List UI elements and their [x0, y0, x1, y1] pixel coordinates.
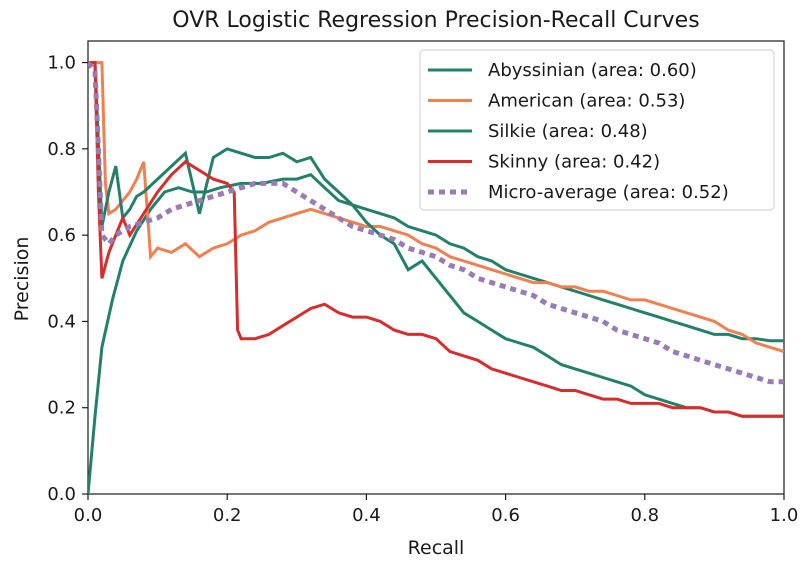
legend-items: Abyssinian (area: 0.60) American (area: 0… [428, 60, 729, 203]
plot-frame [87, 40, 785, 495]
legend-entry-label: Silkie (area: 0.48) [488, 121, 648, 142]
legend: Abyssinian (area: 0.60) American (area: 0… [419, 49, 775, 211]
x-tick-label: 0.0 [74, 505, 103, 526]
y-tick-label: 0.4 [47, 311, 76, 332]
series-line-4 [88, 61, 784, 418]
y-tick-label: 0.2 [47, 398, 76, 419]
y-tick-label: 1.0 [47, 53, 76, 74]
x-tick-label: 1.0 [770, 505, 799, 526]
plot-area: 0.0 0.2 0.4 0.6 0.8 1.0 0.0 0.2 0.4 0.6 0.8 1.0 [47, 40, 798, 526]
ticks-layer: 0.0 0.2 0.4 0.6 0.8 1.0 0.0 0.2 0.4 0.6 0.8 1.0 [47, 53, 798, 526]
series-layer [88, 61, 784, 494]
x-tick-label: 0.2 [213, 505, 242, 526]
legend-entry-label: Skinny (area: 0.42) [488, 152, 660, 173]
x-axis-label: Recall [408, 537, 465, 559]
y-axis-label: Precision [11, 237, 33, 322]
x-tick-label: 0.6 [491, 505, 520, 526]
legend-entry-label: Micro-average (area: 0.52) [488, 182, 729, 203]
legend-box [419, 49, 775, 211]
y-tick-label: 0.8 [47, 139, 76, 160]
y-tick-label: 0.6 [47, 225, 76, 246]
series-line-3 [88, 61, 784, 418]
chart-title: OVR Logistic Regression Precision-Recall… [172, 8, 699, 33]
y-tick-label: 0.0 [47, 484, 76, 505]
legend-entry-label: Abyssinian (area: 0.60) [488, 60, 697, 81]
x-tick-label: 0.8 [630, 505, 659, 526]
series-line-5 [88, 61, 784, 385]
series-line-1 [88, 173, 784, 494]
legend-entry-label: American (area: 0.53) [488, 91, 685, 112]
series-line-2 [88, 61, 784, 354]
x-tick-label: 0.4 [352, 505, 381, 526]
